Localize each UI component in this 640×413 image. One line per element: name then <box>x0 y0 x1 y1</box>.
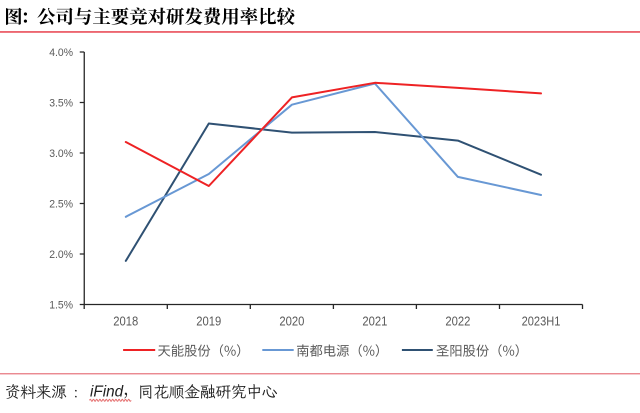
svg-text:2.0%: 2.0% <box>49 249 73 261</box>
svg-text:4.0%: 4.0% <box>49 47 73 59</box>
svg-text:iFind: iFind <box>90 384 124 401</box>
svg-text:2018: 2018 <box>113 314 138 329</box>
svg-text:2020: 2020 <box>279 314 304 329</box>
svg-text:2023H1: 2023H1 <box>522 314 561 329</box>
svg-text:3.5%: 3.5% <box>49 98 73 110</box>
svg-text:1.5%: 1.5% <box>49 300 73 312</box>
svg-text:2021: 2021 <box>362 314 387 329</box>
svg-text:2022: 2022 <box>445 314 470 329</box>
svg-text:3.0%: 3.0% <box>49 148 73 160</box>
svg-text:2019: 2019 <box>196 314 221 329</box>
svg-text:2.5%: 2.5% <box>49 199 73 211</box>
